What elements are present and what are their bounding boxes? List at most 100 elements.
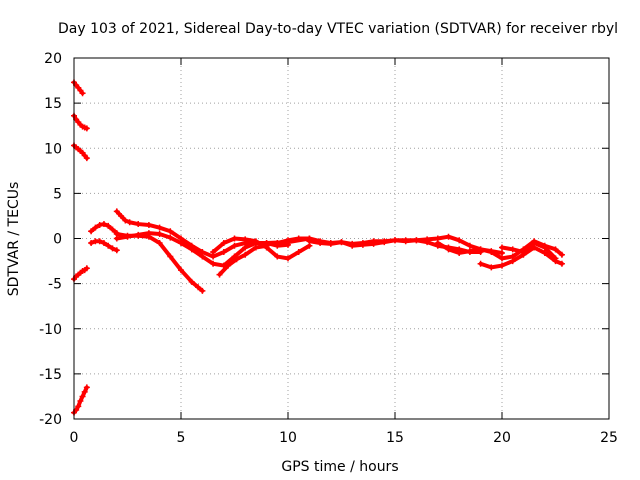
y-tick-label: 5 [53, 186, 62, 202]
data-point [118, 212, 125, 219]
data-point [359, 241, 366, 248]
y-tick-label: 15 [44, 96, 62, 112]
y-tick-label: 20 [44, 51, 62, 67]
data-point [413, 237, 420, 244]
y-tick-label: -20 [39, 412, 62, 428]
data-point [92, 224, 99, 231]
data-point [167, 228, 174, 235]
y-tick-label: 0 [53, 232, 62, 248]
data-point [456, 237, 463, 244]
data-point [252, 238, 259, 245]
data-point [509, 258, 516, 265]
data-point [113, 208, 120, 215]
data-point [499, 255, 505, 262]
data-point [156, 224, 163, 231]
data-point [327, 240, 334, 247]
data-point [81, 388, 88, 395]
y-tick-label: -5 [48, 277, 62, 293]
data-point [96, 238, 103, 245]
data-point [156, 230, 163, 237]
data-point [79, 90, 86, 97]
data-point [96, 221, 103, 228]
data-point [83, 125, 90, 132]
data-point [242, 236, 249, 243]
data-point [242, 244, 249, 251]
series-s1 [71, 79, 86, 97]
data-point [83, 155, 90, 162]
data-point [263, 244, 270, 251]
x-axis-label: GPS time / hours [281, 459, 398, 475]
data-points [71, 79, 565, 416]
series-s4 [71, 265, 90, 283]
x-tick-label: 10 [279, 430, 297, 446]
series-trace [211, 236, 312, 261]
data-point [79, 393, 86, 400]
data-point [338, 239, 345, 246]
series-s17 [499, 240, 559, 262]
data-point [210, 249, 217, 256]
x-tick-label: 0 [70, 430, 79, 446]
data-point [445, 233, 452, 240]
data-point [552, 255, 559, 262]
data-point [424, 239, 431, 246]
data-point [295, 235, 302, 242]
data-point [233, 256, 240, 263]
x-tick-label: 20 [493, 430, 511, 446]
series-s3 [71, 142, 90, 162]
data-point [466, 242, 473, 249]
x-tick-label: 5 [177, 430, 186, 446]
y-tick-label: -10 [39, 322, 62, 338]
data-point [552, 246, 559, 253]
data-point [135, 231, 142, 238]
data-point [83, 265, 90, 272]
data-point [231, 242, 238, 249]
data-point [195, 284, 202, 291]
data-point [558, 260, 565, 267]
data-point [88, 240, 95, 247]
data-point [242, 251, 249, 258]
data-point [231, 235, 238, 242]
data-point [113, 247, 120, 254]
data-point [306, 238, 313, 245]
data-point [274, 240, 281, 247]
data-point [477, 260, 484, 267]
data-point [488, 264, 495, 271]
data-point [199, 253, 206, 260]
data-point [499, 244, 505, 251]
chart-title: Day 103 of 2021, Sidereal Day-to-day VTE… [58, 21, 618, 37]
series-s9 [113, 230, 206, 294]
data-point [466, 248, 473, 255]
data-point [167, 253, 174, 260]
data-point [531, 240, 538, 247]
data-point [122, 217, 129, 224]
data-point [145, 230, 152, 237]
data-point [434, 240, 441, 247]
data-point [156, 240, 163, 247]
data-point [124, 233, 131, 240]
data-point [477, 246, 484, 253]
data-point [145, 221, 152, 228]
data-point [113, 235, 120, 242]
data-point [178, 267, 184, 274]
data-point [83, 384, 90, 391]
y-tick-label: 10 [44, 141, 62, 157]
data-point [220, 249, 227, 256]
data-point [216, 271, 223, 278]
data-point [274, 253, 281, 260]
data-point [252, 244, 259, 251]
data-point [349, 242, 356, 249]
data-point [199, 287, 206, 294]
data-point [392, 237, 398, 244]
series-s5 [71, 384, 90, 416]
data-point [285, 255, 291, 262]
data-point [558, 251, 565, 258]
data-point [488, 249, 495, 256]
data-point [499, 262, 505, 269]
data-point [100, 240, 107, 247]
plot-frame [73, 57, 610, 420]
data-point [285, 237, 291, 244]
data-point [135, 221, 142, 228]
data-point [220, 240, 227, 247]
data-point [167, 234, 174, 241]
